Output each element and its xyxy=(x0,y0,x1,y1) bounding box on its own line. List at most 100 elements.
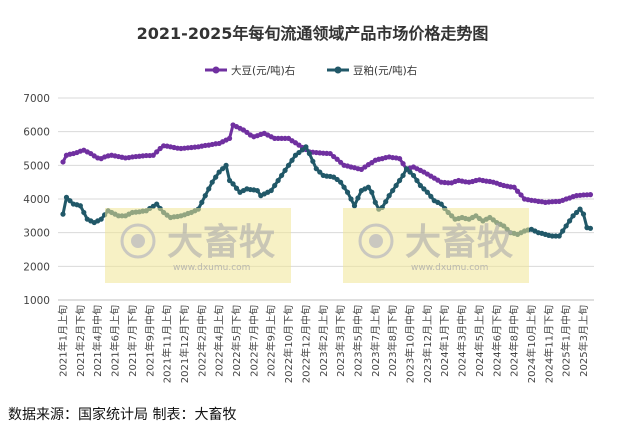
chart-title: 2021-2025年每旬流通领域产品市场价格走势图 xyxy=(136,24,489,43)
data-point xyxy=(303,144,309,150)
data-point xyxy=(410,172,417,179)
x-tick-label: 2021年11月上旬 xyxy=(161,305,174,383)
x-tick-label: 2023年10月中旬 xyxy=(404,305,417,383)
x-tick-label: 2025年1月中旬 xyxy=(560,305,573,377)
data-point xyxy=(338,179,344,185)
data-point xyxy=(580,211,587,217)
data-point xyxy=(77,203,83,209)
data-point xyxy=(386,193,392,199)
x-tick-label: 2024年5月上旬 xyxy=(473,305,486,377)
data-point xyxy=(63,194,70,200)
x-tick-label: 2022年2月中旬 xyxy=(195,305,208,377)
watermark-logo-icon xyxy=(131,234,145,248)
data-point xyxy=(403,166,410,172)
data-point xyxy=(577,206,583,212)
data-point xyxy=(341,184,347,190)
x-tick-label: 2021年4月中旬 xyxy=(91,305,104,377)
series-1 xyxy=(60,122,594,205)
data-point xyxy=(254,187,260,194)
legend-label: 豆粕(元/吨)右 xyxy=(353,64,417,77)
data-point xyxy=(563,223,569,229)
watermark-brand: 大畜牧 xyxy=(167,222,276,263)
x-tick-label: 2022年4月上旬 xyxy=(213,305,226,377)
data-point xyxy=(199,199,205,205)
data-point xyxy=(150,152,156,158)
x-tick-label: 2023年3月下旬 xyxy=(334,305,347,377)
data-point xyxy=(424,189,430,195)
x-tick-label: 2021年6月上旬 xyxy=(109,305,122,377)
x-tick-label: 2021年1月上旬 xyxy=(57,305,70,377)
data-point xyxy=(369,189,375,195)
data-point xyxy=(393,182,399,189)
data-point xyxy=(573,209,580,216)
watermark-logo-icon xyxy=(120,223,156,259)
data-point xyxy=(216,169,222,175)
x-tick-label: 2025年3月上旬 xyxy=(577,305,590,377)
data-point xyxy=(351,203,358,209)
watermark-logo-icon xyxy=(358,223,394,259)
data-point xyxy=(233,185,240,191)
x-tick-label: 2021年9月中旬 xyxy=(143,305,156,377)
y-tick-label: 1000 xyxy=(23,295,50,307)
data-point xyxy=(414,177,420,184)
data-point xyxy=(60,159,66,165)
data-point xyxy=(567,218,573,224)
data-point xyxy=(98,216,104,222)
data-point xyxy=(396,156,403,162)
x-tick-label: 2023年5月中旬 xyxy=(351,305,364,377)
x-tick-label: 2022年10月下旬 xyxy=(282,305,295,383)
y-tick-label: 2000 xyxy=(23,261,50,273)
x-tick-label: 2021年7月下旬 xyxy=(126,305,139,377)
x-tick-label: 2023年12月上旬 xyxy=(421,305,434,383)
data-point xyxy=(355,195,361,201)
x-tick-label: 2024年3月中旬 xyxy=(456,305,469,377)
data-point xyxy=(348,196,354,202)
data-point xyxy=(587,192,594,198)
data-point xyxy=(213,174,219,180)
source-note: 数据来源：国家统计局 制表：大畜牧 xyxy=(8,407,237,423)
data-point xyxy=(313,166,319,172)
data-point xyxy=(514,188,521,194)
data-point xyxy=(570,213,576,219)
x-tick-label: 2023年8月下旬 xyxy=(386,305,399,377)
x-tick-label: 2023年7月上旬 xyxy=(369,305,382,377)
data-point xyxy=(511,184,517,190)
data-point xyxy=(421,186,427,192)
data-point xyxy=(279,172,285,179)
data-point xyxy=(226,177,233,184)
watermark-brand: 大畜牧 xyxy=(405,222,514,263)
watermark-logo-icon xyxy=(369,234,383,248)
data-point xyxy=(560,228,566,234)
data-point xyxy=(60,211,66,217)
data-point xyxy=(587,225,594,231)
data-point xyxy=(275,177,281,184)
data-point xyxy=(202,193,208,199)
data-point xyxy=(383,199,389,205)
x-tick-label: 2024年6月下旬 xyxy=(490,305,503,377)
legend-item: 大豆(元/吨)右 xyxy=(205,64,295,77)
x-tick-label: 2024年8月中旬 xyxy=(508,305,521,377)
x-tick-label: 2024年1月下旬 xyxy=(438,305,451,377)
data-point xyxy=(317,169,323,175)
legend-marker xyxy=(334,66,342,74)
x-tick-label: 2021年2月下旬 xyxy=(74,305,87,377)
data-point xyxy=(390,187,396,194)
data-point xyxy=(365,184,371,190)
data-point xyxy=(518,192,524,198)
x-tick-label: 2022年12月中旬 xyxy=(299,305,312,383)
x-tick-label: 2024年10月上旬 xyxy=(525,305,538,383)
data-point xyxy=(338,159,344,165)
y-tick-label: 4000 xyxy=(23,194,50,206)
x-tick-label: 2022年5月下旬 xyxy=(230,305,243,377)
data-point xyxy=(154,149,160,155)
data-point xyxy=(223,162,229,168)
data-point xyxy=(344,189,351,195)
data-point xyxy=(306,150,312,157)
x-tick-label: 2022年7月中旬 xyxy=(247,305,260,377)
y-tick-label: 6000 xyxy=(23,127,50,139)
data-point xyxy=(226,135,233,141)
data-point xyxy=(400,172,406,179)
